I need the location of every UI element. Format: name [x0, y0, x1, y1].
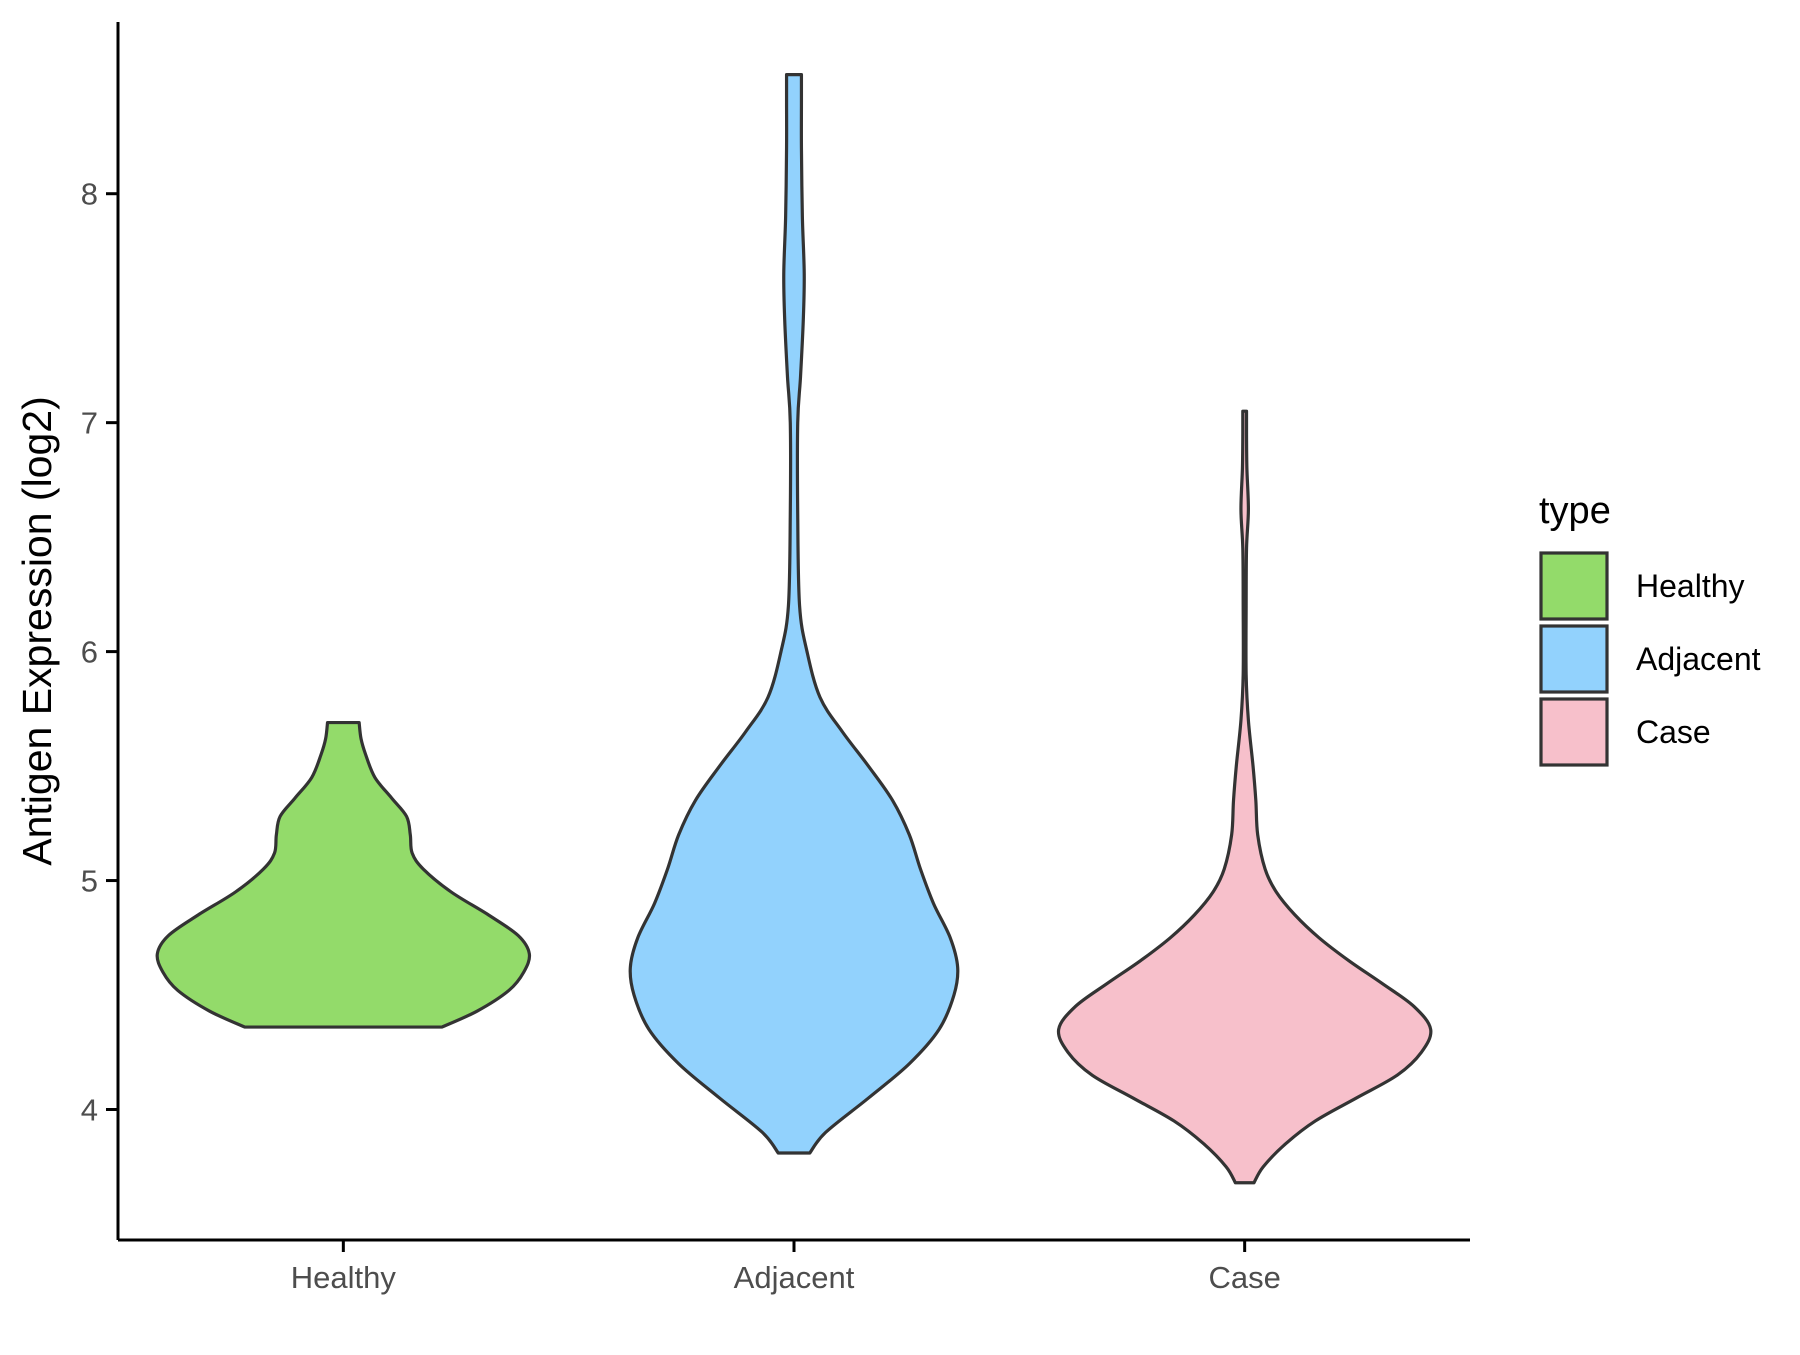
legend-key-case [1539, 697, 1609, 767]
y-tick-label: 4 [81, 1093, 98, 1128]
violin-healthy [155, 720, 532, 1029]
violin-case [1056, 409, 1433, 1185]
x-tick-label: Case [1208, 1260, 1280, 1295]
y-tick-label: 5 [81, 864, 98, 899]
plot-area [155, 73, 1433, 1185]
y-axis-label: Antigen Expression (log2) [14, 396, 60, 865]
legend-key-adjacent [1539, 624, 1609, 694]
legend: type Healthy Adjacent Case [1539, 490, 1761, 767]
x-tick-label: Healthy [291, 1260, 397, 1295]
y-tick-label: 7 [81, 406, 98, 441]
y-tick-label: 8 [81, 177, 98, 212]
legend-label: Case [1636, 714, 1711, 750]
legend-key-healthy [1539, 551, 1609, 621]
axes: Antigen Expression (log2) 4 5 6 7 8 Healthy Ad… [14, 22, 1470, 1295]
legend-label: Healthy [1636, 568, 1745, 604]
x-tick-label: Adjacent [734, 1260, 855, 1295]
violin-adjacent [628, 73, 960, 1155]
legend-label: Adjacent [1636, 641, 1761, 677]
y-tick-label: 6 [81, 635, 98, 670]
legend-title: type [1539, 490, 1611, 532]
